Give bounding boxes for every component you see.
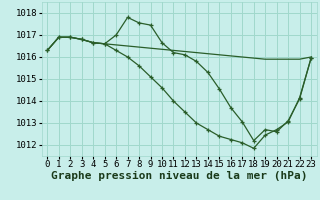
X-axis label: Graphe pression niveau de la mer (hPa): Graphe pression niveau de la mer (hPa) — [51, 171, 308, 181]
